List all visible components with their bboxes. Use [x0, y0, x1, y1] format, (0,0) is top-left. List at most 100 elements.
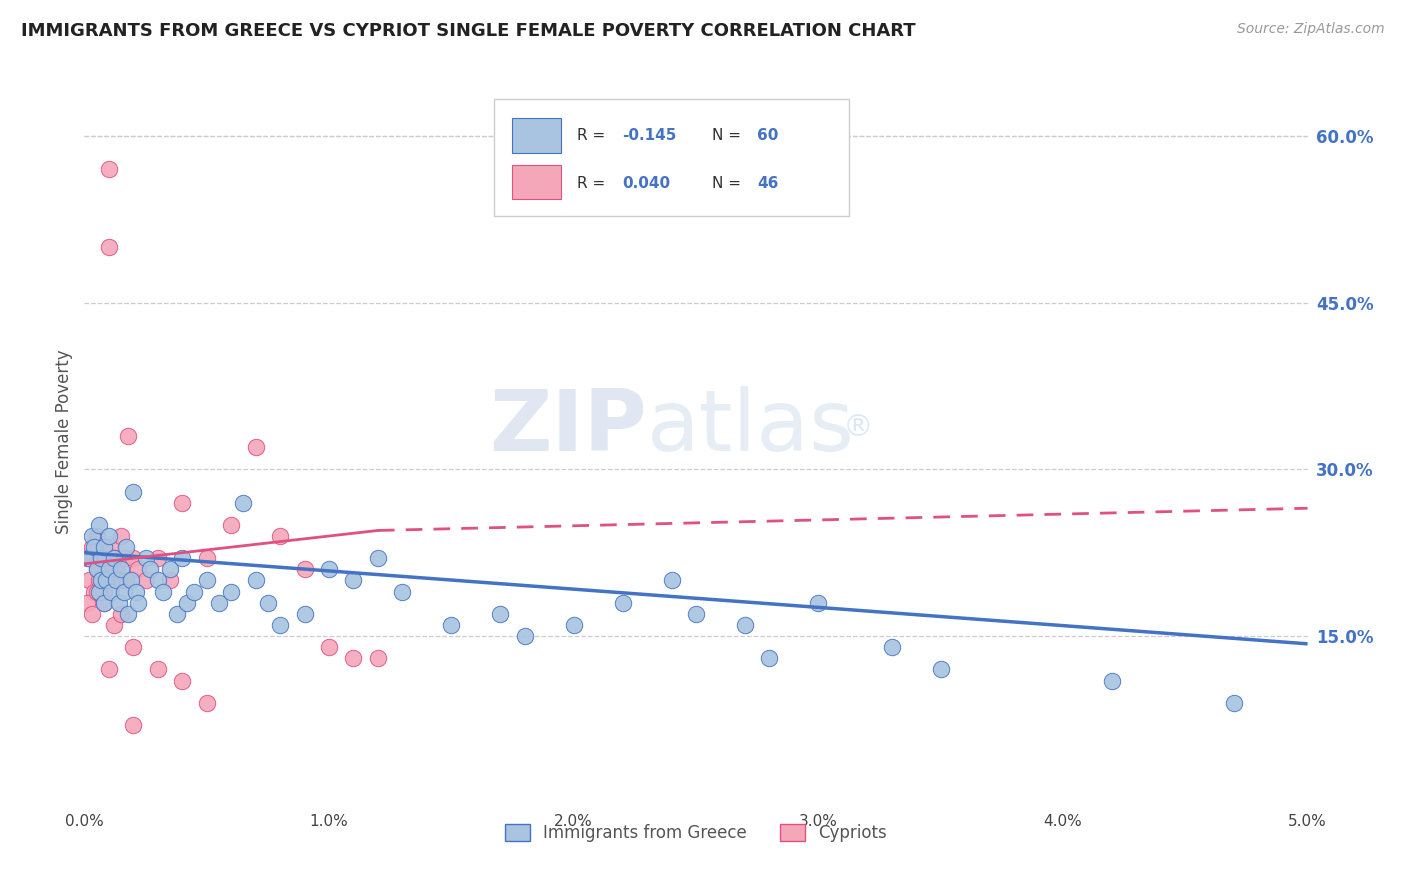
Point: [294, 562, 316, 576]
Point: [90, 551, 112, 566]
Point: [342, 574, 364, 588]
Point: [96, 562, 118, 576]
Point: [115, 540, 138, 554]
Point: [80, 540, 103, 554]
Point: [105, 562, 128, 576]
Point: [86, 562, 108, 576]
Point: [105, 574, 128, 588]
Point: [758, 651, 780, 665]
Y-axis label: Single Female Poverty: Single Female Poverty: [55, 350, 73, 533]
Point: [880, 640, 903, 655]
Point: [110, 562, 132, 576]
Point: [83, 540, 105, 554]
Point: [120, 574, 142, 588]
Point: [318, 562, 340, 576]
Point: [97, 662, 120, 676]
Point: [97, 240, 120, 254]
Point: [107, 574, 129, 588]
Text: -0.145: -0.145: [623, 128, 676, 144]
Point: [110, 529, 132, 543]
Point: [146, 574, 169, 588]
Point: [112, 551, 135, 566]
Point: [232, 496, 254, 510]
Text: ZIP: ZIP: [489, 385, 647, 468]
Point: [245, 440, 267, 454]
Point: [97, 529, 120, 543]
Point: [172, 551, 194, 566]
Point: [195, 696, 218, 710]
Point: [135, 574, 157, 588]
Point: [122, 640, 145, 655]
Point: [96, 574, 118, 588]
Point: [93, 584, 115, 599]
Text: 0.040: 0.040: [623, 176, 671, 191]
Point: [110, 607, 132, 621]
Point: [269, 618, 291, 632]
Point: [183, 584, 205, 599]
Point: [257, 596, 280, 610]
Point: [1223, 696, 1246, 710]
Text: ®: ®: [842, 413, 873, 442]
Point: [100, 540, 122, 554]
Point: [87, 574, 110, 588]
Point: [1101, 673, 1123, 688]
Point: [807, 596, 830, 610]
Point: [685, 607, 707, 621]
Point: [86, 562, 108, 576]
Point: [440, 618, 463, 632]
Point: [100, 584, 122, 599]
Point: [166, 607, 188, 621]
Point: [76, 596, 98, 610]
Text: R =: R =: [578, 128, 610, 144]
Point: [127, 596, 149, 610]
Point: [86, 529, 108, 543]
Bar: [513, 165, 561, 200]
Text: 60: 60: [758, 128, 779, 144]
Point: [562, 618, 585, 632]
Bar: [513, 118, 561, 153]
Point: [219, 517, 242, 532]
Point: [489, 607, 512, 621]
Text: IMMIGRANTS FROM GREECE VS CYPRIOT SINGLE FEMALE POVERTY CORRELATION CHART: IMMIGRANTS FROM GREECE VS CYPRIOT SINGLE…: [21, 22, 915, 40]
Point: [103, 551, 125, 566]
Point: [159, 574, 181, 588]
Point: [90, 574, 112, 588]
Text: atlas: atlas: [647, 385, 855, 468]
Point: [122, 718, 145, 732]
Point: [245, 574, 267, 588]
Point: [97, 162, 120, 177]
Point: [112, 584, 135, 599]
Point: [76, 551, 98, 566]
Point: [146, 551, 169, 566]
Point: [159, 562, 181, 576]
Point: [87, 584, 110, 599]
Point: [125, 584, 148, 599]
Point: [117, 429, 139, 443]
Text: N =: N =: [711, 128, 745, 144]
Point: [80, 607, 103, 621]
Point: [208, 596, 231, 610]
Text: Source: ZipAtlas.com: Source: ZipAtlas.com: [1237, 22, 1385, 37]
Point: [195, 551, 218, 566]
Point: [391, 584, 413, 599]
FancyBboxPatch shape: [494, 99, 849, 216]
Point: [122, 551, 145, 566]
Point: [93, 540, 115, 554]
Point: [135, 551, 157, 566]
Point: [146, 662, 169, 676]
Text: N =: N =: [711, 176, 745, 191]
Point: [342, 651, 364, 665]
Point: [734, 618, 756, 632]
Point: [90, 551, 112, 566]
Point: [97, 562, 120, 576]
Point: [115, 574, 138, 588]
Point: [367, 651, 389, 665]
Point: [103, 551, 125, 566]
Point: [117, 607, 139, 621]
Point: [172, 673, 194, 688]
Point: [152, 584, 174, 599]
Point: [80, 529, 103, 543]
Legend: Immigrants from Greece, Cypriots: Immigrants from Greece, Cypriots: [498, 817, 894, 848]
Point: [103, 618, 125, 632]
Point: [107, 596, 129, 610]
